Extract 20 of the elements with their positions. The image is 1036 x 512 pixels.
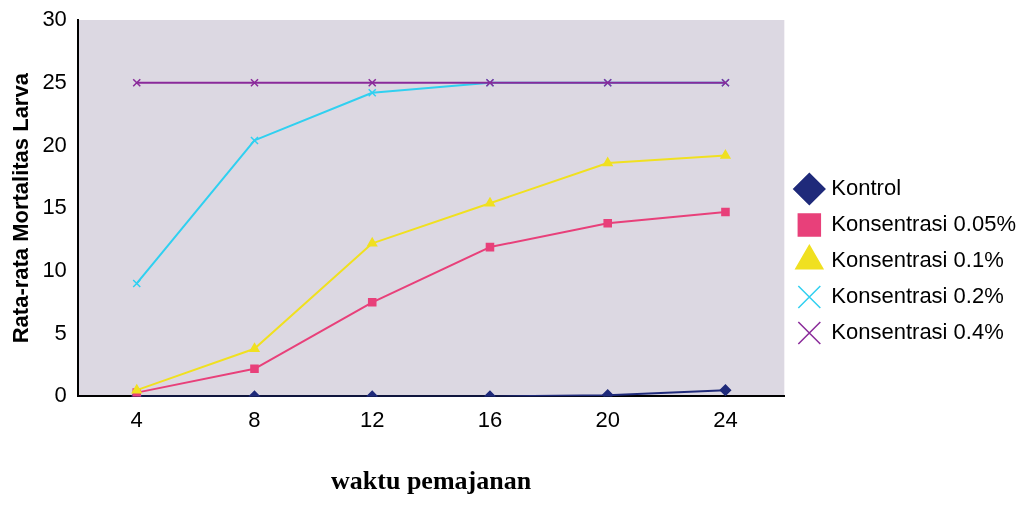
y-tick-label: 20 <box>42 131 67 157</box>
x-tick-label: 16 <box>477 406 503 432</box>
legend-label: Konsentrasi 0.4% <box>831 319 1004 345</box>
x-tick-label: 4 <box>130 406 143 432</box>
x-tick-label: 12 <box>359 406 385 432</box>
y-tick-label: 15 <box>42 194 67 220</box>
x-axis-title: waktu pemajanan <box>331 466 532 496</box>
y-tick-label: 25 <box>42 68 67 94</box>
y-tick-label: 10 <box>42 257 67 282</box>
y-axis-title: Rata-rata Mortalitas Larva <box>8 72 34 344</box>
legend-label: Kontrol <box>831 175 902 201</box>
legend-label: Konsentrasi 0.1% <box>831 247 1004 273</box>
legend-label: Konsentrasi 0.2% <box>831 283 1004 309</box>
x-tick-label: 24 <box>713 406 738 432</box>
y-tick-label: 5 <box>54 319 67 345</box>
legend-label: Konsentrasi 0.05% <box>831 211 1016 237</box>
y-tick-label: 30 <box>42 6 67 32</box>
y-tick-label: 0 <box>54 382 67 408</box>
x-tick-label: 20 <box>595 406 620 432</box>
x-tick-label: 8 <box>248 406 261 432</box>
